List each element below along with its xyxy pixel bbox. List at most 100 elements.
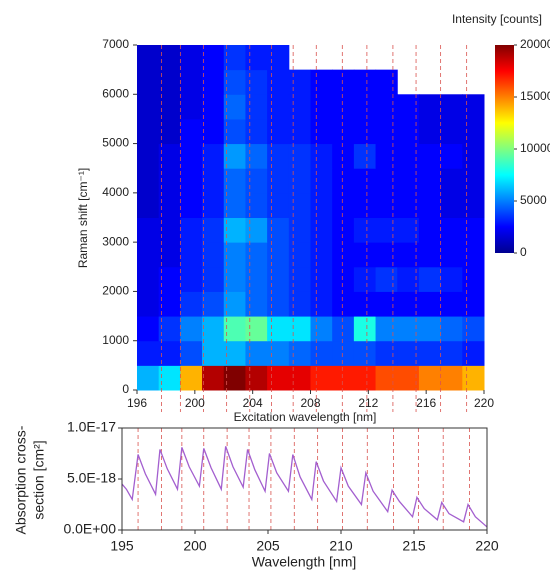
heat-cell bbox=[137, 217, 160, 243]
heat-cell bbox=[245, 94, 268, 120]
heat-cell bbox=[397, 143, 420, 169]
y-axis-label: section [cm²] bbox=[31, 440, 47, 519]
heat-cell bbox=[245, 217, 268, 243]
heat-cell bbox=[310, 291, 333, 317]
colorbar-tick-label: 10000 bbox=[520, 141, 550, 155]
heat-cell bbox=[440, 291, 463, 317]
heat-cell bbox=[310, 143, 333, 169]
heat-cell bbox=[397, 316, 420, 342]
heat-cell bbox=[288, 242, 311, 268]
heat-cell bbox=[158, 291, 181, 317]
heat-cell bbox=[418, 266, 442, 292]
heat-cell bbox=[375, 118, 398, 145]
heat-cell bbox=[223, 69, 246, 95]
heat-cell bbox=[202, 242, 225, 268]
heat-cell bbox=[440, 118, 463, 145]
heat-cell bbox=[158, 340, 181, 366]
x-tick-label: 220 bbox=[475, 538, 499, 554]
y-axis-label: Raman shift [cm⁻¹] bbox=[76, 168, 90, 268]
heat-cell bbox=[158, 69, 181, 95]
heat-cell bbox=[137, 365, 160, 391]
heat-cell bbox=[462, 217, 485, 243]
heat-cell bbox=[180, 69, 203, 95]
colorbar-tick-label: 20000 bbox=[520, 37, 550, 51]
heat-cell bbox=[353, 291, 377, 317]
heat-cell bbox=[397, 118, 420, 145]
heat-cell bbox=[375, 316, 398, 342]
heat-cell bbox=[375, 365, 398, 391]
heat-cell bbox=[332, 168, 355, 194]
heat-cell bbox=[180, 118, 203, 145]
x-tick-label: 208 bbox=[300, 396, 320, 410]
heat-cell bbox=[223, 266, 246, 292]
heat-cell bbox=[332, 143, 355, 169]
heat-cell bbox=[223, 217, 246, 243]
heat-cell bbox=[397, 242, 420, 268]
x-tick-label: 215 bbox=[402, 538, 426, 554]
heat-cell bbox=[418, 192, 442, 218]
heat-cell bbox=[440, 143, 463, 169]
heat-cell bbox=[375, 266, 398, 292]
heat-cell bbox=[267, 266, 290, 292]
heat-cell bbox=[223, 316, 246, 342]
heat-cell bbox=[180, 192, 203, 218]
heat-cell bbox=[245, 365, 268, 391]
heat-cell bbox=[397, 291, 420, 317]
heat-cell bbox=[137, 316, 160, 342]
heat-cell bbox=[375, 94, 398, 120]
colorbar-tick-label: 15000 bbox=[520, 89, 550, 103]
heat-cell bbox=[288, 69, 311, 95]
heat-cell bbox=[375, 168, 398, 194]
heat-cell bbox=[332, 365, 355, 391]
heat-cell bbox=[180, 217, 203, 243]
heat-cell bbox=[332, 69, 355, 95]
heat-cell bbox=[375, 291, 398, 317]
heat-cell bbox=[267, 192, 290, 218]
x-tick-label: 205 bbox=[256, 538, 280, 554]
heat-cell bbox=[353, 316, 377, 342]
heat-cell bbox=[245, 340, 268, 366]
heat-cell bbox=[180, 316, 203, 342]
heat-cell bbox=[202, 340, 225, 366]
heat-cell bbox=[310, 217, 333, 243]
heat-cell bbox=[310, 94, 333, 120]
heat-cell bbox=[332, 266, 355, 292]
heat-cell bbox=[375, 192, 398, 218]
heat-cell bbox=[310, 192, 333, 218]
heat-cell bbox=[158, 242, 181, 268]
heat-cell bbox=[202, 217, 225, 243]
heat-cell bbox=[288, 217, 311, 243]
heat-cell bbox=[267, 291, 290, 317]
heat-cell bbox=[462, 192, 485, 218]
heat-cell bbox=[267, 118, 290, 145]
heat-cell bbox=[223, 45, 246, 71]
heat-cell bbox=[202, 291, 225, 317]
heat-cell bbox=[245, 291, 268, 317]
heat-cell bbox=[310, 340, 333, 366]
heat-cell bbox=[202, 45, 225, 71]
heat-cell bbox=[288, 340, 311, 366]
heat-cell bbox=[245, 242, 268, 268]
heat-cell bbox=[137, 168, 160, 194]
colorbar-tick-label: 5000 bbox=[520, 193, 547, 207]
heat-cell bbox=[418, 291, 442, 317]
heat-cell bbox=[332, 192, 355, 218]
heat-cell bbox=[137, 69, 160, 95]
x-axis-label: Wavelength [nm] bbox=[252, 554, 357, 570]
heat-cell bbox=[223, 94, 246, 120]
heat-cell bbox=[310, 266, 333, 292]
heat-cell bbox=[223, 365, 246, 391]
heat-cell bbox=[418, 365, 442, 391]
heat-cell bbox=[202, 118, 225, 145]
heat-cell bbox=[137, 291, 160, 317]
heat-cell bbox=[267, 45, 290, 71]
heat-cell bbox=[353, 340, 377, 366]
x-tick-label: 195 bbox=[110, 538, 134, 554]
heat-cell bbox=[310, 242, 333, 268]
heat-cell bbox=[310, 168, 333, 194]
heat-cell bbox=[267, 217, 290, 243]
heat-cell bbox=[202, 69, 225, 95]
heat-cell bbox=[462, 316, 485, 342]
heat-cell bbox=[397, 266, 420, 292]
heat-cell bbox=[180, 340, 203, 366]
